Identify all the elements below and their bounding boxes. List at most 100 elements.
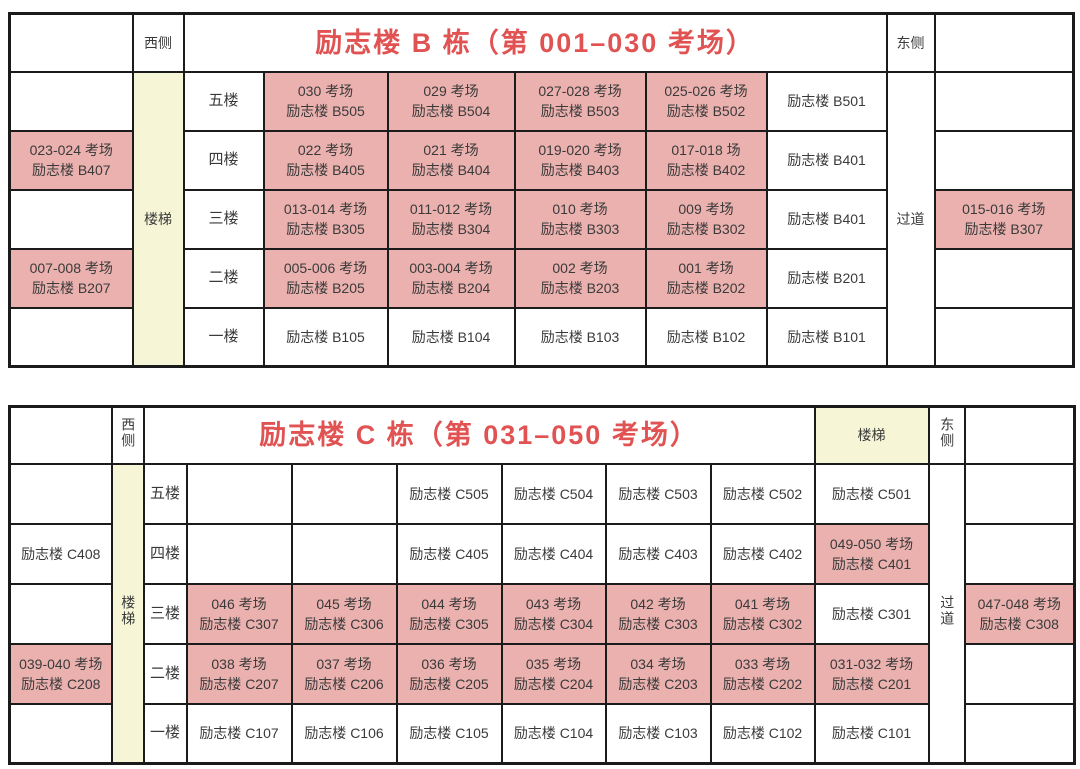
room-cell: 011-012 考场 励志楼 B304 bbox=[386, 188, 516, 250]
room-cell: 021 考场 励志楼 B404 bbox=[386, 129, 516, 191]
floor-label: 五楼 bbox=[182, 70, 265, 132]
room-cell: 励志楼 C504 bbox=[500, 462, 607, 525]
west-room-cell bbox=[8, 462, 113, 525]
stairs-cell: 楼梯 bbox=[131, 70, 185, 368]
room-cell: 013-014 考场 励志楼 B305 bbox=[262, 188, 389, 250]
east-room-cell bbox=[933, 247, 1075, 309]
row-b-floor-4: 023-024 考场 励志楼 B407 四楼 022 考场 励志楼 B405 021… bbox=[8, 129, 1075, 191]
room-cell bbox=[185, 522, 293, 585]
room-cell: 003-004 考场 励志楼 B204 bbox=[386, 247, 516, 309]
row-b-floor-3: 三楼 013-014 考场 励志楼 B305 011-012 考场 励志楼 B304… bbox=[8, 188, 1075, 250]
room-cell: 025-026 考场 励志楼 B502 bbox=[644, 70, 768, 132]
east-room-cell bbox=[963, 702, 1076, 765]
room-cell: 043 考场 励志楼 C304 bbox=[500, 582, 607, 645]
floor-label: 三楼 bbox=[182, 188, 265, 250]
room-cell: 励志楼 C402 bbox=[709, 522, 816, 585]
west-room-cell bbox=[8, 70, 134, 132]
room-cell: 励志楼 C107 bbox=[185, 702, 293, 765]
row-c-floor-3: 三楼 046 考场 励志楼 C307 045 考场 励志楼 C306 044 考场励… bbox=[8, 582, 1076, 645]
room-cell: 031-032 考场 励志楼 C201 bbox=[813, 642, 930, 705]
room-cell: 励志楼 B201 bbox=[765, 247, 888, 309]
room-cell: 019-020 考场 励志楼 B403 bbox=[513, 129, 647, 191]
stairs-cell: 楼梯 bbox=[110, 462, 145, 765]
room-cell bbox=[290, 522, 398, 585]
room-cell: 017-018 场励志楼 B402 bbox=[644, 129, 768, 191]
room-cell: 励志楼 C503 bbox=[604, 462, 712, 525]
room-cell: 励志楼 C301 bbox=[813, 582, 930, 645]
room-cell: 励志楼 C105 bbox=[395, 702, 503, 765]
floor-label: 三楼 bbox=[142, 582, 188, 645]
east-room-cell bbox=[963, 462, 1076, 525]
room-cell: 励志楼 C104 bbox=[500, 702, 607, 765]
room-cell: 037 考场 励志楼 C206 bbox=[290, 642, 398, 705]
east-room-cell bbox=[963, 642, 1076, 705]
room-cell: 010 考场 励志楼 B303 bbox=[513, 188, 647, 250]
corner-cell bbox=[8, 405, 113, 465]
east-room-cell bbox=[933, 306, 1075, 368]
floor-label: 四楼 bbox=[142, 522, 188, 585]
table-b-header-row: 西侧 励志楼 B 栋（第 001–030 考场） 东侧 bbox=[8, 12, 1075, 73]
room-cell: 励志楼 C403 bbox=[604, 522, 712, 585]
floor-label: 二楼 bbox=[142, 642, 188, 705]
floor-label: 四楼 bbox=[182, 129, 265, 191]
room-cell: 励志楼 C502 bbox=[709, 462, 816, 525]
building-b-table: 西侧 励志楼 B 栋（第 001–030 考场） 东侧 楼梯 五楼 030 考场… bbox=[8, 12, 1076, 368]
row-c-floor-4: 励志楼 C408 四楼 励志楼 C405 励志楼 C404 励志楼 C403 励… bbox=[8, 522, 1076, 585]
room-cell: 038 考场 励志楼 C207 bbox=[185, 642, 293, 705]
room-cell: 005-006 考场 励志楼 B205 bbox=[262, 247, 389, 309]
aisle-cell: 过道 bbox=[927, 462, 966, 765]
row-c-floor-5: 楼梯 五楼 励志楼 C505 励志楼 C504 励志楼 C503 励志楼 C50… bbox=[8, 462, 1076, 765]
floor-label: 二楼 bbox=[182, 247, 265, 309]
building-c-title: 励志楼 C 栋（第 031–050 考场） bbox=[142, 405, 816, 465]
west-room-cell: 励志楼 C408 bbox=[8, 522, 113, 585]
east-room-cell: 047-048 考场 励志楼 C308 bbox=[963, 582, 1076, 645]
corner-cell bbox=[933, 12, 1075, 73]
room-cell: 049-050 考场 励志楼 C401 bbox=[813, 522, 930, 585]
room-cell: 励志楼 C501 bbox=[813, 462, 930, 525]
room-cell bbox=[290, 462, 398, 525]
east-room-cell: 015-016 考场 励志楼 B307 bbox=[933, 188, 1075, 250]
room-cell: 励志楼 C405 bbox=[395, 522, 503, 585]
floor-label: 五楼 bbox=[142, 462, 188, 525]
room-cell: 022 考场 励志楼 B405 bbox=[262, 129, 389, 191]
west-room-cell: 007-008 考场 励志楼 B207 bbox=[8, 247, 134, 309]
room-cell: 045 考场 励志楼 C306 bbox=[290, 582, 398, 645]
room-cell: 001 考场 励志楼 B202 bbox=[644, 247, 768, 309]
room-cell: 042 考场 励志楼 C303 bbox=[604, 582, 712, 645]
room-cell: 029 考场 励志楼 B504 bbox=[386, 70, 516, 132]
floor-label: 一楼 bbox=[142, 702, 188, 765]
room-cell: 励志楼 B104 bbox=[386, 306, 516, 368]
room-cell: 046 考场 励志楼 C307 bbox=[185, 582, 293, 645]
west-room-cell bbox=[8, 188, 134, 250]
west-room-cell: 023-024 考场 励志楼 B407 bbox=[8, 129, 134, 191]
room-cell: 励志楼 C404 bbox=[500, 522, 607, 585]
east-room-cell bbox=[963, 522, 1076, 585]
room-cell: 励志楼 B102 bbox=[644, 306, 768, 368]
room-cell bbox=[185, 462, 293, 525]
room-cell: 励志楼 B401 bbox=[765, 188, 888, 250]
room-cell: 励志楼 B105 bbox=[262, 306, 389, 368]
room-cell: 励志楼 B101 bbox=[765, 306, 888, 368]
row-b-floor-2: 007-008 考场 励志楼 B207 二楼 005-006 考场 励志楼 B205… bbox=[8, 247, 1075, 309]
room-cell: 励志楼 C102 bbox=[709, 702, 816, 765]
room-cell: 041 考场 励志楼 C302 bbox=[709, 582, 816, 645]
room-cell: 励志楼 C505 bbox=[395, 462, 503, 525]
west-side-label: 西侧 bbox=[110, 405, 145, 465]
west-room-cell: 039-040 考场 励志楼 C208 bbox=[8, 642, 113, 705]
row-c-floor-2: 039-040 考场 励志楼 C208 二楼 038 考场 励志楼 C207 037… bbox=[8, 642, 1076, 705]
building-b-title: 励志楼 B 栋（第 001–030 考场） bbox=[182, 12, 888, 73]
room-cell: 030 考场 励志楼 B505 bbox=[262, 70, 389, 132]
floor-label: 一楼 bbox=[182, 306, 265, 368]
room-cell: 036 考场 励志楼 C205 bbox=[395, 642, 503, 705]
row-b-floor-1: 一楼 励志楼 B105 励志楼 B104 励志楼 B103 励志楼 B102 励… bbox=[8, 306, 1075, 368]
stairs-top-cell: 楼梯 bbox=[813, 405, 930, 465]
east-room-cell bbox=[933, 70, 1075, 132]
corner-cell bbox=[8, 12, 134, 73]
east-room-cell bbox=[933, 129, 1075, 191]
room-cell: 035 考场 励志楼 C204 bbox=[500, 642, 607, 705]
west-room-cell bbox=[8, 582, 113, 645]
corner-cell bbox=[963, 405, 1076, 465]
room-cell: 002 考场 励志楼 B203 bbox=[513, 247, 647, 309]
room-cell: 027-028 考场 励志楼 B503 bbox=[513, 70, 647, 132]
